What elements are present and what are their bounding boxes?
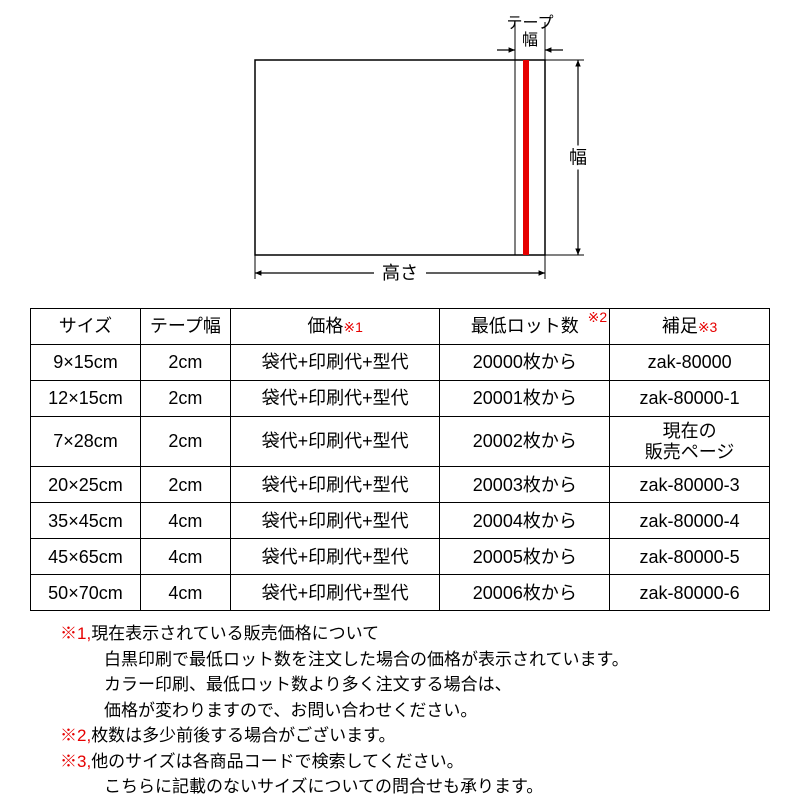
- table-cell: 12×15cm: [31, 381, 141, 417]
- dimension-diagram: 高さ幅テープ幅: [30, 10, 770, 300]
- table-cell: 20000枚から: [440, 345, 610, 381]
- note-1-line: 白黒印刷で最低ロット数を注文した場合の価格が表示されています。: [104, 647, 750, 673]
- table-cell: 袋代+印刷代+型代: [230, 575, 440, 611]
- table-cell: 45×65cm: [31, 539, 141, 575]
- svg-text:テープ: テープ: [506, 14, 553, 32]
- th-price: 価格※1: [230, 309, 440, 345]
- svg-text:幅: 幅: [522, 31, 538, 49]
- table-cell: zak-80000: [610, 345, 770, 381]
- table-cell: 袋代+印刷代+型代: [230, 381, 440, 417]
- svg-text:幅: 幅: [569, 148, 587, 168]
- spec-table: サイズ テープ幅 価格※1 ※2 最低ロット数 補足※3 9×15cm2cm袋代…: [30, 308, 770, 611]
- table-cell: 袋代+印刷代+型代: [230, 467, 440, 503]
- table-cell: 袋代+印刷代+型代: [230, 539, 440, 575]
- note-1-line: カラー印刷、最低ロット数より多く注文する場合は、: [104, 672, 750, 698]
- table-cell: 20002枚から: [440, 417, 610, 467]
- table-cell: 50×70cm: [31, 575, 141, 611]
- note-1: ※1,現在表示されている販売価格について: [60, 621, 750, 647]
- table-row: 9×15cm2cm袋代+印刷代+型代20000枚からzak-80000: [31, 345, 770, 381]
- note-2: ※2,枚数は多少前後する場合がございます。: [60, 723, 750, 749]
- footnotes: ※1,現在表示されている販売価格について 白黒印刷で最低ロット数を注文した場合の…: [60, 621, 750, 800]
- note-3-line: こちらに記載のないサイズについての問合せも承ります。: [104, 774, 750, 800]
- table-cell: 2cm: [140, 381, 230, 417]
- th-min-lot: ※2 最低ロット数: [440, 309, 610, 345]
- table-cell: 4cm: [140, 539, 230, 575]
- table-cell: 4cm: [140, 503, 230, 539]
- th-tape-width: テープ幅: [140, 309, 230, 345]
- table-row: 7×28cm2cm袋代+印刷代+型代20002枚から現在の販売ページ: [31, 417, 770, 467]
- table-cell: 現在の販売ページ: [610, 417, 770, 467]
- table-cell: 7×28cm: [31, 417, 141, 467]
- table-cell: 9×15cm: [31, 345, 141, 381]
- table-cell: zak-80000-3: [610, 467, 770, 503]
- note-3: ※3,他のサイズは各商品コードで検索してください。: [60, 749, 750, 775]
- table-cell: 袋代+印刷代+型代: [230, 417, 440, 467]
- table-cell: zak-80000-4: [610, 503, 770, 539]
- table-row: 35×45cm4cm袋代+印刷代+型代20004枚からzak-80000-4: [31, 503, 770, 539]
- th-size: サイズ: [31, 309, 141, 345]
- table-cell: 2cm: [140, 467, 230, 503]
- table-cell: 袋代+印刷代+型代: [230, 345, 440, 381]
- table-row: 50×70cm4cm袋代+印刷代+型代20006枚からzak-80000-6: [31, 575, 770, 611]
- table-cell: zak-80000-5: [610, 539, 770, 575]
- th-supplement: 補足※3: [610, 309, 770, 345]
- table-cell: 35×45cm: [31, 503, 141, 539]
- table-cell: 20003枚から: [440, 467, 610, 503]
- table-cell: 4cm: [140, 575, 230, 611]
- table-cell: 2cm: [140, 417, 230, 467]
- table-row: 45×65cm4cm袋代+印刷代+型代20005枚からzak-80000-5: [31, 539, 770, 575]
- note-1-line: 価格が変わりますので、お問い合わせください。: [104, 698, 750, 724]
- svg-text:高さ: 高さ: [382, 263, 418, 283]
- table-row: 12×15cm2cm袋代+印刷代+型代20001枚からzak-80000-1: [31, 381, 770, 417]
- table-cell: 2cm: [140, 345, 230, 381]
- table-cell: zak-80000-1: [610, 381, 770, 417]
- diagram-svg: 高さ幅テープ幅: [80, 10, 720, 300]
- table-cell: 20×25cm: [31, 467, 141, 503]
- table-cell: 袋代+印刷代+型代: [230, 503, 440, 539]
- table-header-row: サイズ テープ幅 価格※1 ※2 最低ロット数 補足※3: [31, 309, 770, 345]
- table-cell: 20001枚から: [440, 381, 610, 417]
- table-cell: 20006枚から: [440, 575, 610, 611]
- table-cell: 20005枚から: [440, 539, 610, 575]
- table-cell: zak-80000-6: [610, 575, 770, 611]
- table-row: 20×25cm2cm袋代+印刷代+型代20003枚からzak-80000-3: [31, 467, 770, 503]
- table-cell: 20004枚から: [440, 503, 610, 539]
